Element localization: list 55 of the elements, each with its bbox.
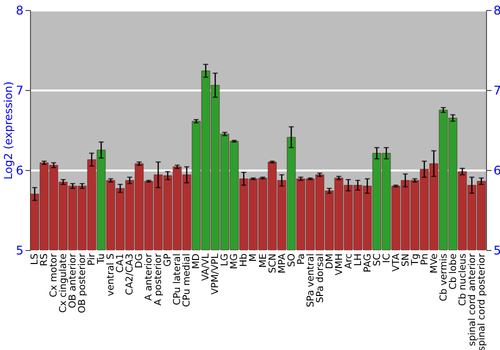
x-tick-label: Cb lobe	[448, 253, 459, 290]
x-tick-label: RS	[39, 254, 50, 266]
x-tick-label: LG	[220, 254, 231, 266]
x-tick-label: SN	[400, 254, 412, 267]
x-tick-label: CA2/CA3	[124, 254, 136, 296]
x-tick-label: CPu medial	[182, 254, 193, 307]
x-tick-label: A posterior	[153, 253, 164, 306]
x-tick-label: A anterior	[144, 253, 155, 301]
x-tick-label: VTA	[390, 253, 402, 272]
x-tick-label: LH	[352, 254, 364, 266]
x-tick-label: Hb	[238, 254, 250, 267]
x-tick-label: Pa	[296, 254, 307, 265]
x-tick-label: ME	[258, 254, 269, 268]
x-tick-label: ventral S	[106, 254, 117, 296]
x-tick-label: SC	[372, 253, 383, 266]
x-tick-label: MG	[229, 254, 240, 270]
y2-tick-label: 8	[494, 4, 500, 18]
x-tick-label: MVe	[428, 253, 440, 274]
y2-tick-label: 5	[494, 244, 500, 258]
x-tick-label: M	[248, 254, 260, 262]
x-tick-label: VMH	[334, 254, 345, 276]
x-tick-label: VPM/VPL	[210, 252, 222, 295]
x-tick-label: DM	[324, 254, 336, 270]
x-tick-label: PAG	[362, 254, 374, 272]
x-tick-label: DG	[134, 254, 146, 268]
x-tick-label: MPA	[276, 253, 288, 274]
x-tick-label: OB anterior	[68, 253, 79, 308]
y-tick-label: 7	[16, 84, 24, 98]
x-tick-label: GP	[162, 253, 174, 267]
x-tick-label: SO	[286, 254, 298, 268]
x-tick-label: spinal cord anterior	[466, 253, 478, 346]
y-tick-label: 5	[16, 244, 24, 258]
x-tick-label: SPa dorsal	[314, 254, 326, 303]
x-tick-label: Pn	[419, 254, 430, 266]
x-tick-label: Cb vermis	[438, 253, 450, 302]
x-tick-label: IC	[381, 253, 392, 263]
x-tick-label: Cx cingulate	[58, 253, 70, 313]
x-tick-label: SCN	[267, 254, 278, 274]
x-tick-label: CA1	[115, 254, 126, 273]
x-tick-label: MD	[191, 254, 202, 270]
y-tick-label: 6	[16, 164, 24, 178]
x-tick-label: LS	[30, 254, 41, 265]
x-tick-label: Pir	[86, 253, 98, 266]
x-tick-label: SPa ventral	[305, 254, 316, 308]
y-tick-label: 8	[16, 4, 24, 18]
x-tick-label: VA/VL	[200, 252, 212, 281]
x-tick-label: Arc	[343, 254, 354, 269]
y-axis-title: Log2 (expression)	[2, 81, 15, 180]
x-tick-label: OB posterior	[77, 253, 88, 314]
x-tick-label: Cx motor	[48, 253, 60, 298]
x-tick-label: Cb nucleus	[457, 253, 468, 306]
x-tick-label: Tg	[410, 254, 421, 266]
x-tick-label: CPu lateral	[172, 254, 184, 306]
y2-tick-label: 7	[494, 84, 500, 98]
x-tick-label: Tu	[96, 254, 108, 265]
